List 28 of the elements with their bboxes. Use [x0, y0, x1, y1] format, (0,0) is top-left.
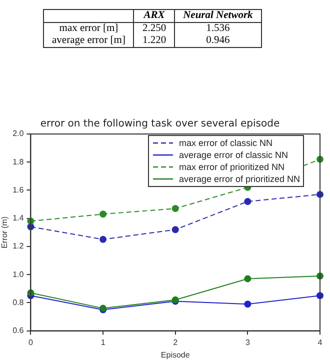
x-tick-label: ARX [134, 10, 175, 22]
y-axis-title: Error (m) [0, 216, 10, 248]
legend-label: average error of prioritized NN [179, 174, 300, 184]
x-tick-label: 3 [245, 338, 250, 347]
data-label: 1.220 [134, 35, 175, 48]
y-tick-label: 2.0 [12, 129, 24, 138]
chart-title: error on the following task over several episode [40, 118, 280, 130]
legend-label: average error of classic NN [179, 150, 288, 160]
legend-label: max error of classic NN [179, 138, 273, 148]
y-tick-label: 1.2 [12, 242, 24, 251]
x-tick-label: 4 [318, 338, 323, 347]
data-label: 1.536 [205, 22, 231, 35]
y-tick-label: 1.6 [12, 185, 24, 194]
x-axis-title: Episode [160, 350, 190, 360]
y-tick-label: 1.8 [12, 157, 24, 166]
data-label: 2.250 [134, 22, 175, 35]
data-label: 0.946 [205, 35, 231, 48]
y-tick-label: average error [m] [44, 35, 134, 48]
x-tick-label: 1 [100, 338, 106, 347]
y-tick-label: 0.6 [12, 326, 24, 336]
x-tick-label: 0 [28, 338, 34, 347]
y-tick-label: max error [m] [44, 22, 134, 35]
y-tick-label: 1.4 [12, 214, 24, 223]
y-tick-label: 0.8 [12, 298, 24, 307]
legend-label: max error of prioritized NN [179, 162, 285, 172]
y-tick-label: 1.0 [12, 270, 24, 279]
x-tick-label: 2 [173, 338, 178, 347]
x-tick-label: Neural Network [174, 10, 262, 22]
